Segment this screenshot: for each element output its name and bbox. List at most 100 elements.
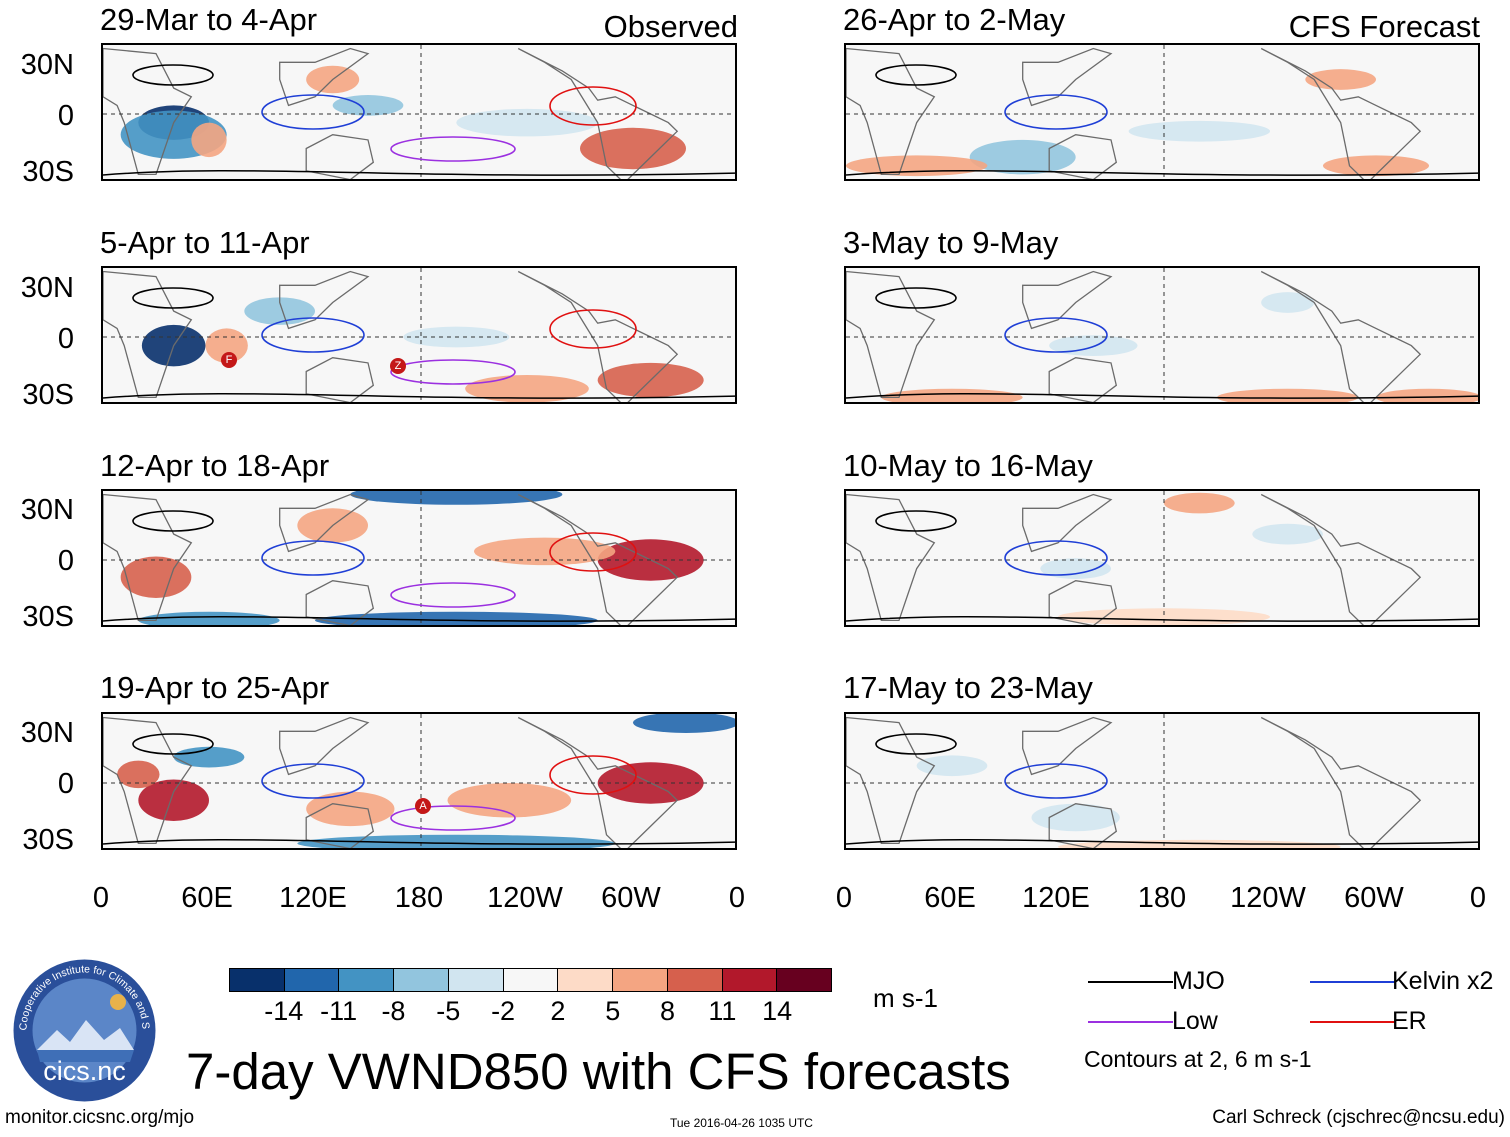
ytick-30s-3: 30S bbox=[22, 601, 74, 633]
wave-contour bbox=[1004, 317, 1108, 353]
xtick-right-120w: 120W bbox=[1230, 882, 1306, 914]
wind-anomaly-blob bbox=[916, 755, 988, 777]
mjo-contour bbox=[846, 169, 1478, 176]
ytick-eq-2: 0 bbox=[57, 323, 74, 355]
wave-contour bbox=[875, 64, 957, 86]
storm-marker-obs2-b: Z bbox=[390, 358, 406, 374]
wind-anomaly-blob bbox=[580, 127, 686, 170]
panel-title-observed-3: 12-Apr to 18-Apr bbox=[100, 448, 330, 483]
legend-line-kelvin bbox=[1310, 981, 1395, 983]
legend-line-mjo bbox=[1088, 981, 1173, 983]
coastline bbox=[1048, 803, 1118, 848]
wave-contour bbox=[390, 136, 516, 162]
main-title: 7-day VWND850 with CFS forecasts bbox=[186, 1043, 1011, 1100]
panel-title-forecast-1: 26-Apr to 2-May bbox=[843, 2, 1066, 37]
coastline bbox=[1022, 716, 1113, 776]
coastline bbox=[103, 270, 193, 399]
legend-label-kelvin: Kelvin x2 bbox=[1392, 967, 1494, 995]
storm-marker-obs4-a: A bbox=[415, 798, 431, 814]
wind-anomaly-blob bbox=[1261, 292, 1315, 313]
colorbar-tick-label: 8 bbox=[660, 996, 676, 1026]
ytick-30n-2: 30N bbox=[20, 272, 74, 304]
colorbar-tick-label: 2 bbox=[550, 996, 566, 1026]
wind-anomaly-blob bbox=[138, 611, 280, 625]
wind-anomaly-blob bbox=[1049, 335, 1138, 356]
coastline bbox=[1260, 270, 1422, 402]
wind-anomaly-blob bbox=[173, 746, 245, 768]
xtick-right-0: 0 bbox=[835, 882, 853, 914]
colorbar-swatch bbox=[777, 969, 832, 991]
ytick-30s-4: 30S bbox=[22, 824, 74, 856]
wind-anomaly-blob bbox=[465, 374, 589, 402]
coastline bbox=[846, 493, 936, 622]
xtick-left-120w: 120W bbox=[487, 882, 563, 914]
wind-anomaly-blob bbox=[1040, 558, 1111, 579]
wave-contour bbox=[132, 64, 214, 86]
wind-anomaly-blob bbox=[1031, 803, 1120, 832]
coastline bbox=[103, 47, 193, 176]
wave-contour bbox=[875, 510, 957, 532]
coastline bbox=[1022, 47, 1113, 107]
footer-credit: Carl Schreck (cjschrec@ncsu.edu) bbox=[1212, 1107, 1505, 1128]
coastline bbox=[279, 716, 370, 776]
ytick-30n-1: 30N bbox=[20, 49, 74, 81]
wave-contour bbox=[132, 287, 214, 309]
cics-logo: Cooperative Institute for Climate and Sa… bbox=[9, 949, 157, 1103]
xtick-left-60e: 60E bbox=[181, 882, 233, 914]
map-svg bbox=[846, 491, 1478, 625]
xtick-right-60e: 60E bbox=[924, 882, 976, 914]
wave-contour bbox=[261, 94, 365, 130]
wave-contour bbox=[390, 359, 516, 385]
panel-title-forecast-2: 3-May to 9-May bbox=[843, 225, 1059, 260]
footer-url[interactable]: monitor.cicsnc.org/mjo bbox=[5, 1107, 195, 1128]
xtick-left-0: 0 bbox=[92, 882, 110, 914]
legend-line-er bbox=[1310, 1021, 1395, 1023]
wave-contour bbox=[261, 763, 365, 799]
coastline bbox=[517, 47, 679, 179]
map-svg bbox=[103, 491, 735, 625]
legend-note: Contours at 2, 6 m s-1 bbox=[1084, 1046, 1312, 1072]
colorbar-tick-label: 5 bbox=[605, 996, 621, 1026]
wind-anomaly-blob bbox=[350, 491, 563, 505]
coastline bbox=[846, 716, 936, 845]
wind-anomaly-blob bbox=[191, 122, 227, 158]
wave-contour bbox=[1004, 763, 1108, 799]
logo-text: cics.nc bbox=[43, 1056, 126, 1086]
wind-anomaly-blob bbox=[1164, 492, 1235, 514]
logo-graphic: Cooperative Institute for Climate and Sa… bbox=[9, 949, 156, 1102]
legend-label-er: ER bbox=[1392, 1007, 1427, 1035]
coastline bbox=[1048, 357, 1118, 402]
wind-anomaly-blob bbox=[138, 779, 209, 821]
xtick-left-120e: 120E bbox=[279, 882, 347, 914]
map-panel-forecast-3 bbox=[844, 489, 1480, 627]
coastline bbox=[1260, 493, 1422, 625]
mjo-contour bbox=[846, 392, 1478, 399]
colorbar-swatch bbox=[503, 969, 559, 991]
map-panel-forecast-1 bbox=[844, 43, 1480, 181]
wind-anomaly-blob bbox=[456, 108, 598, 137]
ytick-eq-4: 0 bbox=[57, 768, 74, 800]
colorbar-swatch bbox=[448, 969, 504, 991]
colorbar-swatch bbox=[394, 969, 449, 991]
wind-anomaly-blob bbox=[881, 388, 1023, 402]
coastline bbox=[305, 134, 375, 179]
ytick-eq-3: 0 bbox=[57, 545, 74, 577]
panel-title-observed-1: 29-Mar to 4-Apr bbox=[100, 2, 318, 37]
colorbar-swatch bbox=[722, 969, 778, 991]
colorbar-tick-label: 11 bbox=[708, 996, 737, 1026]
coastline bbox=[103, 493, 193, 622]
coastline bbox=[1048, 134, 1118, 179]
xtick-right-60w: 60W bbox=[1344, 882, 1404, 914]
map-panel-observed-1 bbox=[101, 43, 737, 181]
coastline bbox=[1260, 716, 1422, 848]
coastline bbox=[279, 270, 370, 330]
mjo-contour bbox=[846, 838, 1478, 845]
map-panel-observed-3 bbox=[101, 489, 737, 627]
wave-contour bbox=[390, 582, 516, 608]
wind-anomaly-blob bbox=[117, 760, 160, 789]
wave-contour bbox=[1004, 540, 1108, 576]
mjo-contour bbox=[103, 392, 735, 399]
ytick-eq-1: 0 bbox=[57, 100, 74, 132]
coastline bbox=[517, 716, 679, 848]
coastline bbox=[517, 270, 679, 402]
